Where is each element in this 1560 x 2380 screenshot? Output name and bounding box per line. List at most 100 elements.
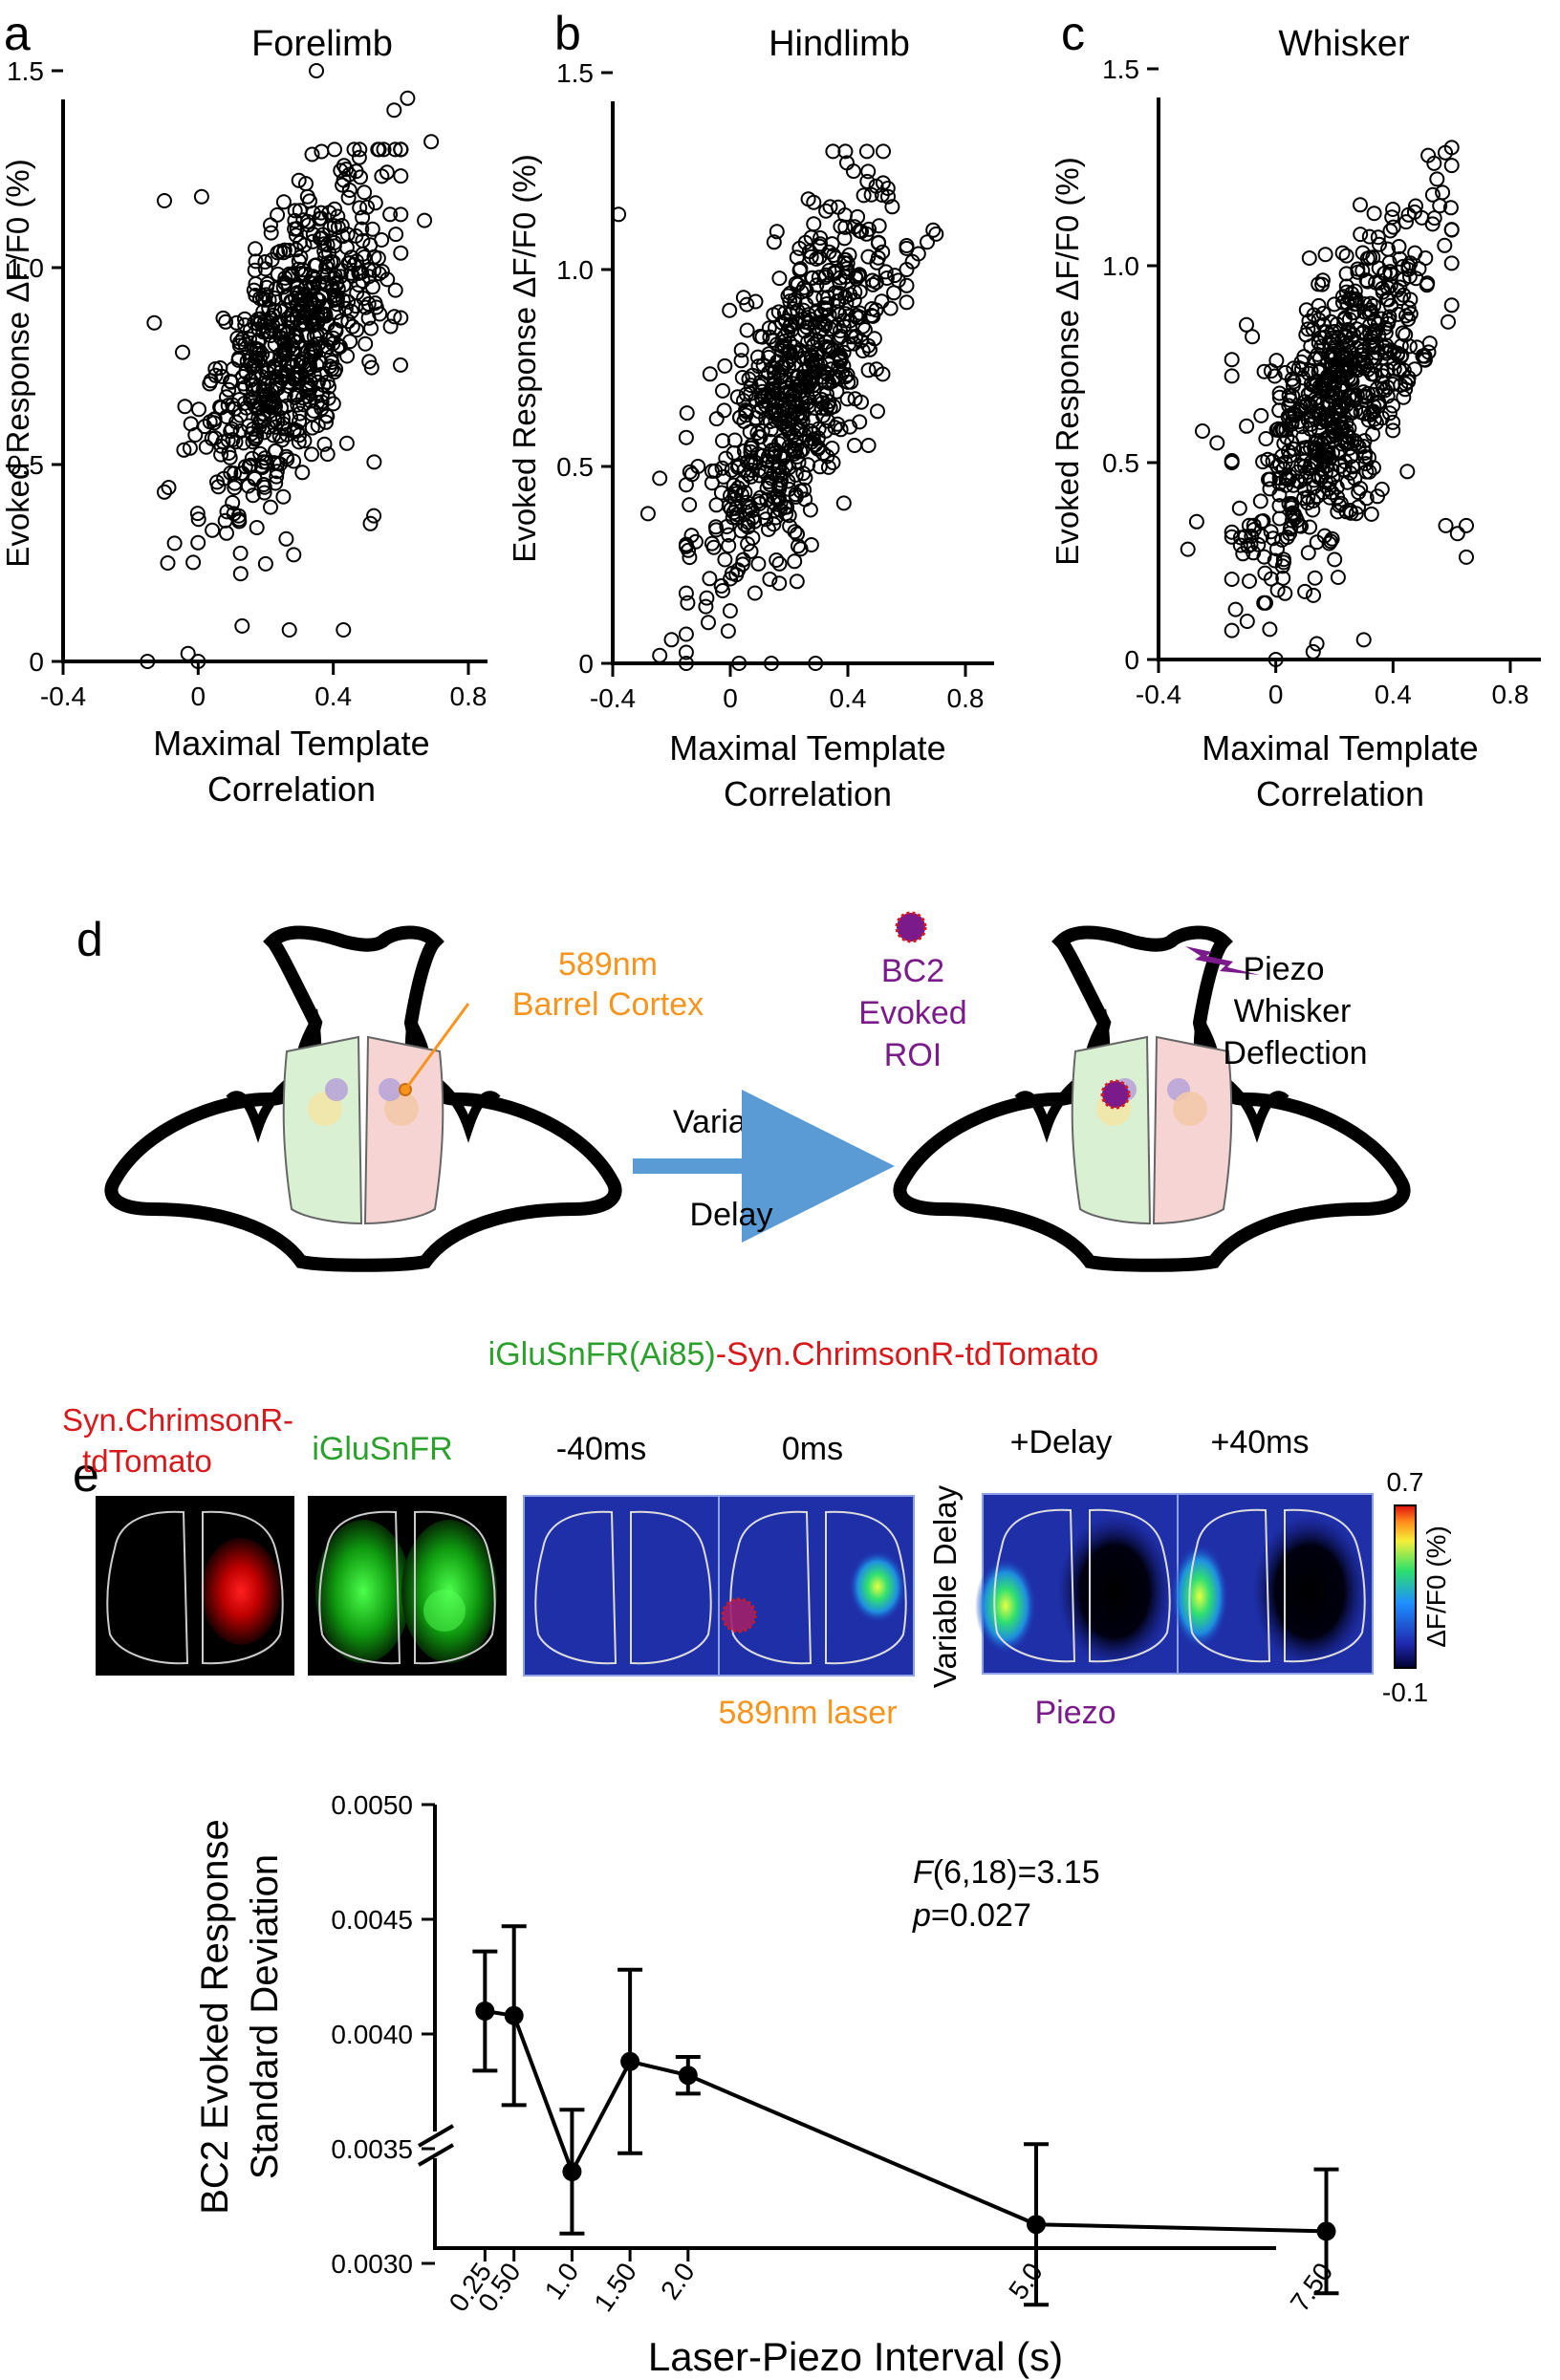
scatter-point	[708, 411, 725, 427]
scatter-point	[221, 381, 237, 398]
scatter-point	[279, 426, 295, 443]
scatter-point	[177, 399, 193, 415]
scatter-point	[721, 498, 737, 514]
scatter-point	[1244, 529, 1260, 544]
scatter-point	[1306, 587, 1321, 603]
scatter-point	[1307, 570, 1323, 586]
green-image-label: iGluSnFR	[312, 1431, 452, 1467]
scatter-point	[1235, 546, 1251, 562]
scatter-point	[217, 512, 233, 529]
y-axis-label: Evoked Response ΔF/F0 (%)	[1050, 157, 1085, 565]
scatter-point	[860, 163, 877, 180]
scatter-point	[1435, 184, 1451, 201]
scatter-point	[887, 268, 903, 284]
scatter-point	[393, 206, 409, 223]
scatter-point	[783, 316, 799, 333]
scatter-point	[705, 539, 722, 555]
scatter-point	[1332, 497, 1348, 513]
scatter-point	[382, 318, 399, 335]
scatter-point	[1279, 530, 1295, 546]
scatter-point	[787, 387, 803, 403]
scatter-point	[1348, 506, 1364, 522]
x-tick-label: 0.8	[450, 682, 488, 711]
x-tick-label: 1.0	[539, 2258, 585, 2305]
scatter-point	[1379, 362, 1396, 379]
scatter-point	[245, 487, 261, 504]
scatter-point	[1271, 510, 1288, 527]
scatter-point	[875, 366, 891, 382]
scatter-point	[1353, 404, 1369, 421]
strain-label: iGluSnFR(Ai85)-Syn.ChrimsonR-tdTomato	[488, 1336, 1099, 1373]
scatter-point	[1399, 464, 1416, 480]
scatter-point	[386, 102, 402, 119]
scatter-point	[249, 520, 265, 535]
scatter-point	[722, 603, 738, 619]
scatter-point	[308, 345, 324, 360]
scatter-point	[160, 555, 176, 571]
scatter-point	[708, 497, 725, 513]
scatter-point	[321, 245, 337, 261]
scatter-point	[423, 134, 440, 150]
scatter-point	[734, 474, 750, 490]
scatter-point	[1355, 439, 1372, 454]
scatter-point	[757, 465, 773, 481]
scatter-point	[1239, 316, 1254, 333]
scatter-point	[802, 502, 818, 518]
scatter-point	[800, 334, 816, 350]
scatter-point	[1357, 456, 1374, 472]
scatter-point	[363, 359, 379, 376]
x-tick-label: 0	[723, 683, 738, 713]
scatter-point	[821, 263, 837, 278]
scatter-point	[831, 370, 847, 385]
scatter-point	[1424, 216, 1441, 232]
scatter-point	[679, 405, 695, 422]
scatter-point	[841, 247, 857, 263]
frame-minus40-and-0	[523, 1495, 915, 1677]
scatter-point	[785, 301, 801, 317]
x-tick-label: 7.50	[1285, 2258, 1339, 2317]
scatter-point	[1301, 250, 1317, 266]
scatter-point	[839, 391, 856, 407]
scatter-point	[358, 335, 374, 352]
scatter-point	[1314, 272, 1331, 289]
scatter-point	[819, 448, 835, 465]
scatter-point	[1354, 245, 1371, 261]
scatter-point	[1368, 415, 1384, 431]
scatter-point	[682, 550, 698, 566]
scatter-point	[1443, 222, 1460, 238]
piezo-label-line3: Deflection	[1223, 1035, 1367, 1071]
scatter-point	[720, 623, 736, 639]
scatter-point	[884, 199, 900, 215]
scatter-point	[827, 285, 843, 301]
mouse-skull-right	[893, 925, 1411, 1272]
scatter-point	[364, 221, 380, 237]
scatter-point	[1195, 423, 1210, 439]
scatter-point	[277, 270, 293, 286]
scatter-point	[1327, 296, 1342, 313]
arrow-label-top: Variable	[673, 1104, 790, 1140]
scatter-point	[813, 392, 830, 407]
scatter-point	[1366, 297, 1381, 314]
scatter-point	[1330, 358, 1346, 375]
scatter-point	[823, 361, 839, 378]
scatter-point	[189, 506, 206, 522]
scatter-point	[813, 400, 830, 416]
scatter-point	[652, 647, 668, 663]
scatter-point	[724, 565, 740, 581]
chart-title: Whisker	[1278, 24, 1410, 64]
scatter-point	[336, 622, 352, 638]
scatter-point	[382, 206, 399, 223]
scatter-point	[1385, 219, 1401, 235]
y-tick-label: 0	[29, 647, 44, 677]
scatter-point	[728, 500, 745, 516]
scatter-point	[417, 212, 433, 228]
scatter-point	[1437, 237, 1453, 253]
scatter-point	[379, 271, 396, 288]
scatter-point	[852, 284, 868, 300]
scatter-point	[829, 383, 845, 400]
colorbar-unit-label: ΔF/F0 (%)	[1421, 1525, 1451, 1648]
y-tick-label: 1.5	[7, 56, 44, 86]
scatter-point	[1370, 229, 1386, 246]
scatter-point	[182, 440, 198, 456]
scatter-point	[848, 329, 864, 345]
